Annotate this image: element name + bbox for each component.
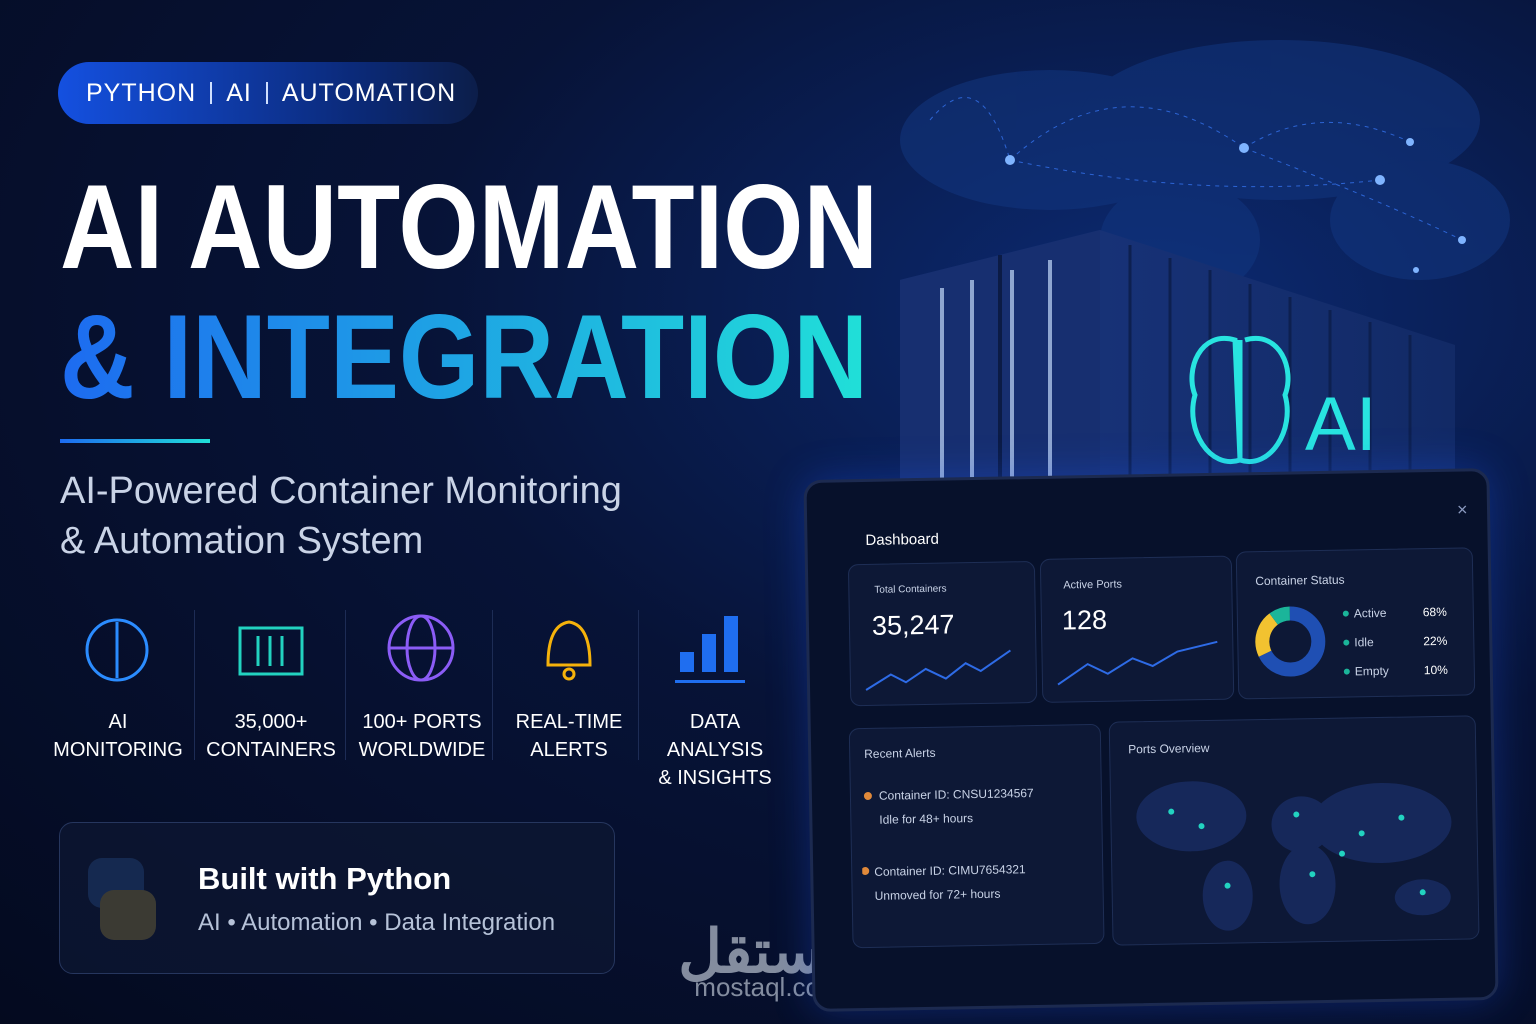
feature: AI MONITORING [43,708,193,764]
kpi-card: Active Ports 128 [1039,555,1235,703]
feature: 100+ PORTS WORLDWIDE [347,708,497,764]
python-card: Built with Python AI • Automation • Data… [59,822,615,974]
sparkline [1057,640,1218,686]
feature-label: CONTAINERS [206,739,336,761]
icon-container [238,626,304,676]
value-label: 68% [1423,605,1448,619]
alert-id: Container ID: CNSU1234567 [878,786,1034,803]
routes [929,97,1463,241]
icon-brain [85,618,149,682]
divider [194,610,195,760]
icon-bell [546,620,592,681]
dashboard: Dashboard × Total Containers 35,247 Acti… [803,468,1499,1012]
feature-label: MONITORING [53,739,183,761]
donut-segment [1255,606,1326,677]
alerts-card: Recent Alerts Container ID: CNSU1234567 … [848,723,1105,949]
legend-swatch [1343,639,1350,646]
kpi-value: 128 [1061,604,1108,636]
python-items: AI • Automation • Data Integration [198,909,556,936]
legend-swatch [1343,668,1350,675]
legend-label: Active [1354,606,1387,621]
title-line2: & INTEGRATION [60,290,868,424]
feature-label: 35,000+ [234,711,308,733]
feature-label: ALERTS [530,739,608,761]
subtitle: AI-Powered Container Monitoring [60,470,622,512]
alerts-title: Recent Alerts [864,745,936,762]
item: Data Integration [384,909,556,936]
divider [60,439,210,443]
feature-label: 100+ PORTS [362,711,482,733]
separator [210,82,213,104]
icon-globe [387,614,455,682]
world-map [900,40,1510,300]
alert-detail: Idle for 48+ hours [879,811,974,827]
icon-bars [675,616,745,683]
item: AI [198,909,221,936]
container-label: AI [1305,382,1377,467]
alert-id: Container ID: CIMU7654321 [874,862,1026,879]
divider [345,610,346,760]
alert-detail: Unmoved for 72+ hours [874,886,1001,903]
subtitle: & Automation System [60,520,424,562]
ports-map [1136,781,1452,931]
tag: PYTHON [86,78,197,107]
legend-swatch [1342,610,1349,617]
kpi-card: Total Containers 35,247 [847,560,1038,707]
ports-card: Ports Overview [1108,715,1480,946]
close-button[interactable]: × [1456,499,1468,520]
dashboard-title: Dashboard [865,530,940,549]
legend-label: Empty [1355,664,1389,679]
feature-label: & INSIGHTS [658,767,772,789]
ports-title: Ports Overview [1128,740,1210,757]
kpi-label: Total Containers [874,583,947,596]
feature-label: AI [108,711,128,733]
kpi-value: 35,247 [871,609,955,641]
feature-label: DATA ANALYSIS [666,711,764,761]
feature: DATA ANALYSIS & INSIGHTS [640,708,790,792]
feature-label: REAL-TIME [515,711,623,733]
legend-label: Idle [1354,635,1374,649]
item: Automation [241,909,363,936]
status-title: Container Status [1255,572,1345,589]
alert-icons [861,791,872,876]
donut-segment [1255,606,1326,677]
route-nodes [1005,138,1466,273]
feature: REAL-TIME ALERTS [494,708,644,764]
sparkline [865,649,1011,691]
tag: AI [226,78,252,107]
title-line1: AI AUTOMATION [60,160,878,294]
separator [265,82,268,104]
divider [638,610,639,760]
feature: 35,000+ CONTAINERS [196,708,346,764]
feature-label: WORLDWIDE [358,739,486,761]
container [900,230,1455,500]
divider [492,610,493,760]
tag: AUTOMATION [281,78,457,107]
value-label: 10% [1424,663,1449,677]
kpi-label: Active Ports [1063,578,1123,592]
donut-chart: Active 68% Idle 22% Empty 10% [1255,605,1449,679]
python-title: Built with Python [198,861,452,896]
value-label: 22% [1423,634,1448,648]
status-card: Container Status Active 68% Idle 22% Empty 10… [1235,547,1476,700]
tag-badge: PYTHON AI AUTOMATION [58,62,478,124]
